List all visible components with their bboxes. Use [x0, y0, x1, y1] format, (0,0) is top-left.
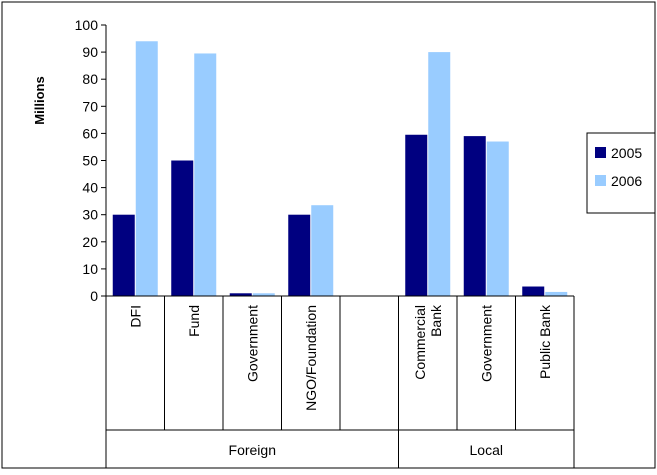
bar-2006-government [486, 141, 509, 296]
y-tick-label: 60 [82, 125, 98, 141]
y-axis-label: Millions [32, 76, 47, 124]
bar-2006-public-bank [545, 291, 568, 296]
bar-2005-public-bank [522, 286, 545, 296]
category-label: Fund [186, 305, 202, 337]
bar-2005-government [463, 136, 486, 296]
bar-2005-dfi [112, 214, 135, 296]
bar-2006-ngo-foundation [311, 205, 334, 296]
bar-2006-fund [194, 53, 217, 296]
category-label: Government [478, 305, 494, 382]
y-tick-label: 70 [82, 98, 98, 114]
bar-2006-commercial-bank [428, 52, 451, 296]
y-tick-label: 30 [82, 207, 98, 223]
y-tick-label: 20 [82, 234, 98, 250]
category-label: DFI [127, 305, 143, 328]
bar-2005-government [229, 293, 252, 296]
bar-2005-ngo-foundation [288, 214, 311, 296]
y-tick-label: 40 [82, 180, 98, 196]
bar-2006-dfi [135, 41, 158, 297]
legend-swatch-2005 [595, 147, 606, 158]
y-tick-label: 80 [82, 71, 98, 87]
legend-label-2006: 2006 [611, 173, 642, 189]
y-tick-label: 10 [82, 261, 98, 277]
group-label-local: Local [470, 442, 503, 458]
category-label: Public Bank [537, 304, 553, 379]
legend-box [586, 132, 656, 214]
category-label: Government [244, 305, 260, 382]
y-tick-label: 90 [82, 44, 98, 60]
category-label: Bank [428, 304, 444, 337]
y-tick-label: 50 [82, 153, 98, 169]
legend-label-2005: 2005 [611, 145, 642, 161]
bar-2005-fund [171, 160, 194, 296]
y-tick-label: 100 [75, 17, 99, 33]
y-tick-label: 0 [90, 288, 98, 304]
group-label-foreign: Foreign [229, 442, 276, 458]
category-label: Commercial [412, 305, 428, 380]
bar-2005-commercial-bank [405, 134, 428, 296]
bar-2006-government [252, 293, 275, 296]
legend-swatch-2006 [595, 175, 606, 186]
category-label: NGO/Foundation [303, 305, 319, 411]
